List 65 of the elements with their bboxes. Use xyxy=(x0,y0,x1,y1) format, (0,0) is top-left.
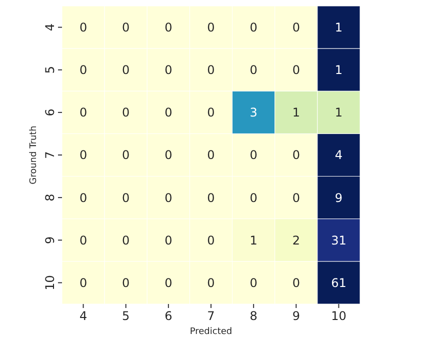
data-label: 4 xyxy=(334,148,343,162)
x-tick-label: 9 xyxy=(292,309,300,323)
data-label: 0 xyxy=(164,148,172,162)
data-label: 0 xyxy=(292,190,300,205)
data-label: 0 xyxy=(250,276,258,290)
data-label: 0 xyxy=(292,20,300,34)
data-label: 1 xyxy=(334,63,343,78)
data-label: 0 xyxy=(122,148,130,162)
data-label: 0 xyxy=(122,190,130,205)
data-label: 0 xyxy=(122,106,130,120)
data-label: 0 xyxy=(164,106,172,120)
data-label: 3 xyxy=(250,106,258,120)
x-tick-label: 4 xyxy=(79,309,88,323)
data-label: 0 xyxy=(250,20,258,34)
data-label: 1 xyxy=(250,233,258,248)
x-tick-label: 6 xyxy=(164,309,172,323)
x-tick-label: 7 xyxy=(207,309,215,323)
y-tick-label: 9 xyxy=(43,236,57,244)
data-label: 0 xyxy=(292,276,300,290)
data-label: 0 xyxy=(122,233,130,248)
x-tick-label: 5 xyxy=(122,309,130,323)
data-label: 0 xyxy=(207,276,215,290)
data-label: 0 xyxy=(79,106,88,120)
data-label: 9 xyxy=(334,190,343,205)
data-label: 0 xyxy=(79,190,88,205)
data-label: 0 xyxy=(207,190,215,205)
data-label: 0 xyxy=(207,148,215,162)
data-label: 0 xyxy=(122,276,130,290)
y-tick-label: 4 xyxy=(43,23,57,32)
data-label: 0 xyxy=(164,276,172,290)
y-tick-label: 6 xyxy=(43,108,57,116)
x-tick-label: 10 xyxy=(331,309,346,323)
y-tick-label: 5 xyxy=(43,66,57,74)
data-label: 0 xyxy=(292,63,300,78)
data-label: 0 xyxy=(79,63,88,78)
data-label: 2 xyxy=(292,233,300,248)
data-label: 0 xyxy=(79,233,88,248)
data-label: 1 xyxy=(334,106,343,120)
data-label: 0 xyxy=(122,20,130,34)
x-axis-title: Predicted xyxy=(190,327,232,337)
data-label: 0 xyxy=(164,63,172,78)
data-label: 0 xyxy=(79,148,88,162)
data-label: 0 xyxy=(79,20,88,34)
data-label: 0 xyxy=(207,63,215,78)
data-label: 0 xyxy=(79,276,88,290)
data-label: 31 xyxy=(331,233,346,248)
y-axis-title: Ground Truth xyxy=(29,126,39,184)
data-label: 0 xyxy=(122,63,130,78)
data-label: 0 xyxy=(292,148,300,162)
data-label: 0 xyxy=(164,233,172,248)
data-label: 61 xyxy=(331,276,346,290)
data-label: 0 xyxy=(250,63,258,78)
data-label: 1 xyxy=(334,20,343,34)
x-tick-label: 8 xyxy=(250,309,258,323)
data-label: 1 xyxy=(292,106,300,120)
data-label: 0 xyxy=(207,106,215,120)
data-label: 0 xyxy=(164,190,172,205)
data-label: 0 xyxy=(250,190,258,205)
data-label: 0 xyxy=(164,20,172,34)
y-tick-label: 7 xyxy=(43,151,57,159)
y-tick-label: 10 xyxy=(43,275,57,290)
data-label: 0 xyxy=(207,233,215,248)
y-tick-label: 8 xyxy=(43,194,57,202)
data-label: 0 xyxy=(250,148,258,162)
data-label: 0 xyxy=(207,20,215,34)
